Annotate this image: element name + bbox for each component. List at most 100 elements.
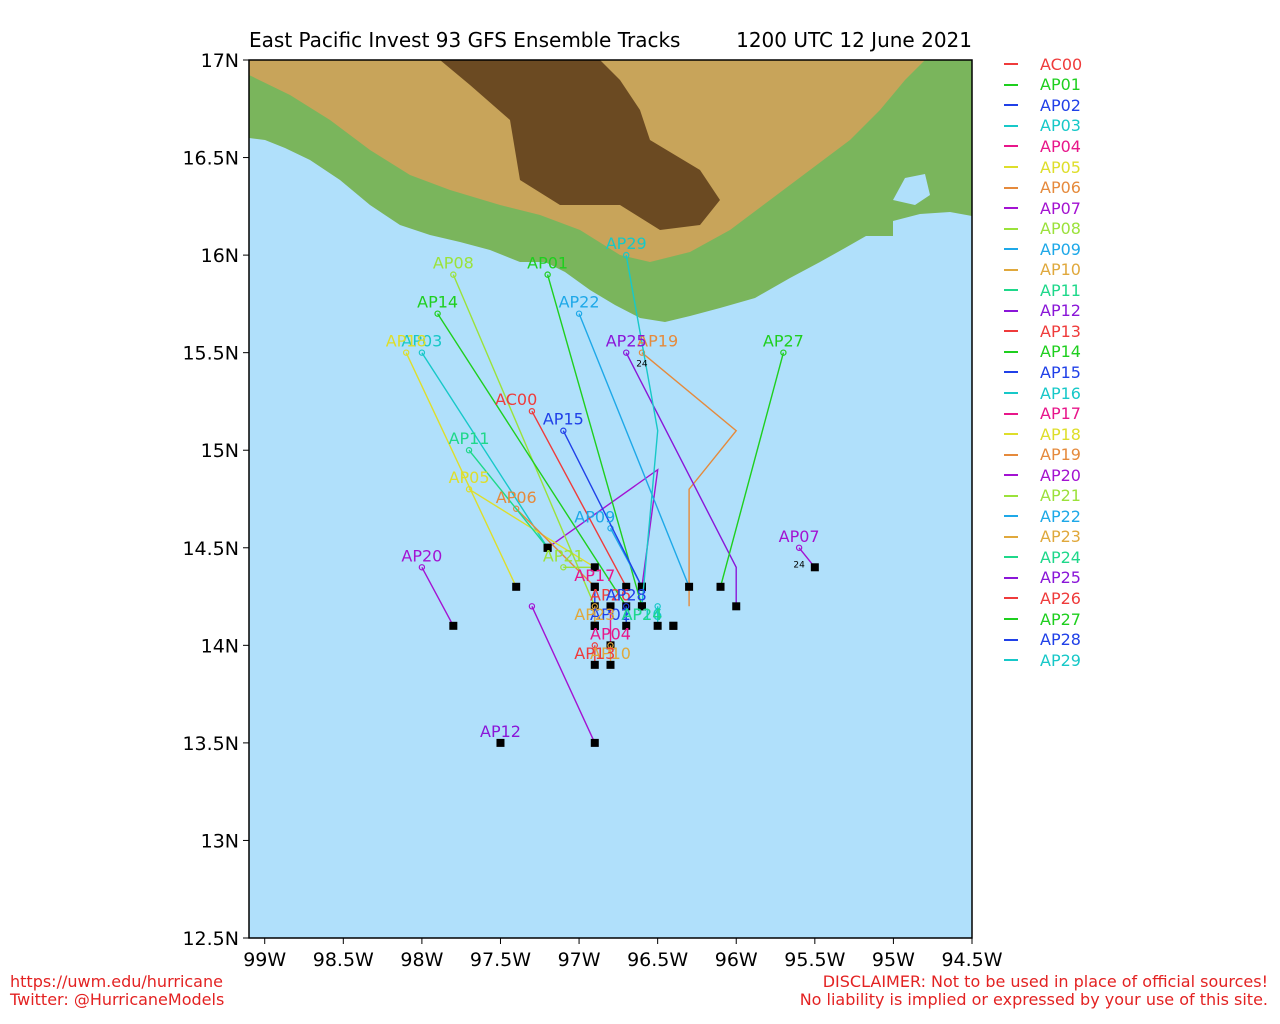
track-ap20-line (421, 566, 454, 627)
lon-tick-label: 95.5W (784, 949, 845, 971)
legend-item-ap06: AP06 (1004, 177, 1082, 198)
legend-item-ap16: AP16 (1004, 383, 1082, 404)
legend-swatch (1004, 350, 1018, 353)
track-ap17-end-marker (590, 582, 599, 591)
legend-label: AP29 (1040, 650, 1081, 670)
legend-swatch (1004, 124, 1018, 127)
legend-label: AP06 (1040, 178, 1081, 198)
legend-label: AP01 (1040, 75, 1081, 95)
track-label-ap29: AP29 (606, 234, 647, 253)
track-ap19-line (641, 352, 738, 607)
track-label-ap21: AP21 (543, 546, 584, 565)
lon-tick-label: 97W (558, 949, 601, 971)
track-label-ap20: AP20 (401, 546, 442, 565)
lon-tick-label: 98.5W (313, 949, 374, 971)
legend-label: AP15 (1040, 362, 1081, 382)
legend-label: AP08 (1040, 219, 1081, 239)
legend-item-ac00: AC00 (1004, 54, 1082, 75)
legend-swatch (1004, 330, 1018, 333)
legend-label: AP19 (1040, 445, 1081, 465)
chart-title: East Pacific Invest 93 GFS Ensemble Trac… (249, 28, 681, 52)
track-label-ap13: AP13 (574, 644, 615, 663)
track-label-ac00: AC00 (495, 390, 537, 409)
legend-label: AP21 (1040, 486, 1081, 506)
track-ap07-end-marker (810, 563, 819, 572)
chart-timestamp: 1200 UTC 12 June 2021 (736, 28, 972, 52)
track-ap23-start-point (591, 603, 598, 610)
legend-label: AP04 (1040, 136, 1081, 156)
hour-mark: 24 (636, 359, 648, 369)
track-label-ap06: AP06 (496, 488, 537, 507)
track-label-ap02: AP02 (590, 605, 631, 624)
track-ap13-start-point (591, 642, 598, 649)
track-labels: AC00 AP01 AP02 AP03 AP04 AP05 AP06 AP07 AP08 AP09… (386, 234, 820, 741)
land-high (440, 60, 720, 230)
legend-swatch (1004, 104, 1018, 107)
track-ac00-line (531, 410, 627, 588)
track-ap08-line (452, 274, 596, 607)
track-ap06-start-point (512, 505, 520, 512)
track-ap22-start-point (575, 310, 583, 317)
legend-label: AP12 (1040, 301, 1081, 321)
track-label-ap25: AP25 (606, 332, 647, 351)
legend-item-ap20: AP20 (1004, 465, 1082, 486)
track-label-ap24: AP24 (621, 605, 662, 624)
track-ac00-end-marker (622, 582, 631, 591)
track-label-ap07: AP07 (779, 527, 820, 546)
track-label-ap08: AP08 (433, 254, 474, 273)
track-ap29-line (625, 254, 659, 607)
legend-swatch (1004, 618, 1018, 621)
track-ap15-start-point (560, 427, 567, 434)
legend-item-ap07: AP07 (1004, 198, 1082, 219)
track-label-ap26: AP26 (590, 585, 631, 604)
track-label-ap09: AP09 (574, 507, 615, 526)
legend-label: AP02 (1040, 95, 1081, 115)
track-ap03-line (421, 352, 549, 549)
track-ap28-start-point (623, 603, 630, 610)
track-ap03-start-point (418, 349, 426, 356)
lat-tick-label: 17N (201, 50, 239, 72)
track-label-ap18: AP18 (386, 332, 427, 351)
legend-label: AP14 (1040, 342, 1081, 362)
legend-label: AP22 (1040, 506, 1081, 526)
lat-tick-label: 14N (201, 635, 239, 657)
legend-swatch (1004, 474, 1018, 477)
track-ap21-start-point (560, 564, 567, 571)
track-ap18-line (405, 352, 517, 588)
footer-twitter[interactable]: Twitter: @HurricaneModels (10, 990, 225, 1009)
track-label-ap14: AP14 (417, 293, 458, 312)
legend-swatch (1004, 227, 1018, 230)
footer-url[interactable]: https://uwm.edu/hurricane (10, 972, 223, 991)
lon-tick-label: 97.5W (470, 949, 531, 971)
legend-label: AC00 (1040, 54, 1083, 74)
hour-mark: 24 (793, 560, 805, 570)
legend-swatch (1004, 556, 1018, 559)
legend-item-ap29: AP29 (1004, 650, 1082, 671)
legend-swatch (1004, 659, 1018, 662)
legend-swatch (1004, 248, 1018, 251)
footer-disclaimer: DISCLAIMER: Not to be used in place of o… (800, 973, 1268, 1009)
track-ap10-start-point (607, 642, 614, 649)
track-ap01-start-point (544, 271, 551, 278)
track-label-ap27: AP27 (763, 332, 804, 351)
track-label-ap19: AP19 (637, 332, 678, 351)
lon-tick-label: 95W (872, 949, 915, 971)
legend-item-ap15: AP15 (1004, 362, 1082, 383)
track-label-ap05: AP05 (449, 468, 490, 487)
track-label-ap03: AP03 (401, 332, 442, 351)
track-ap14-line (437, 313, 627, 607)
track-ap21-end-marker (590, 563, 599, 572)
legend-item-ap01: AP01 (1004, 75, 1082, 96)
track-label-ap28: AP28 (606, 585, 647, 604)
legend-item-ap12: AP12 (1004, 301, 1082, 322)
footer-links: https://uwm.edu/hurricane Twitter: @Hurr… (10, 973, 224, 1009)
track-ap26-end-marker (606, 602, 615, 611)
track-ap16-start-point (654, 603, 661, 610)
longitude-axis: 99W 98.5W 98W 97.5W 97W 96.5W 96W 95.5W 95W 94.5W (243, 938, 1003, 971)
extra-track-start-point (528, 603, 536, 610)
legend-item-ap14: AP14 (1004, 342, 1082, 363)
legend-label: AP26 (1040, 588, 1081, 608)
legend-item-ap27: AP27 (1004, 609, 1082, 630)
legend-swatch (1004, 186, 1018, 189)
track-label-ap11: AP11 (449, 429, 490, 448)
